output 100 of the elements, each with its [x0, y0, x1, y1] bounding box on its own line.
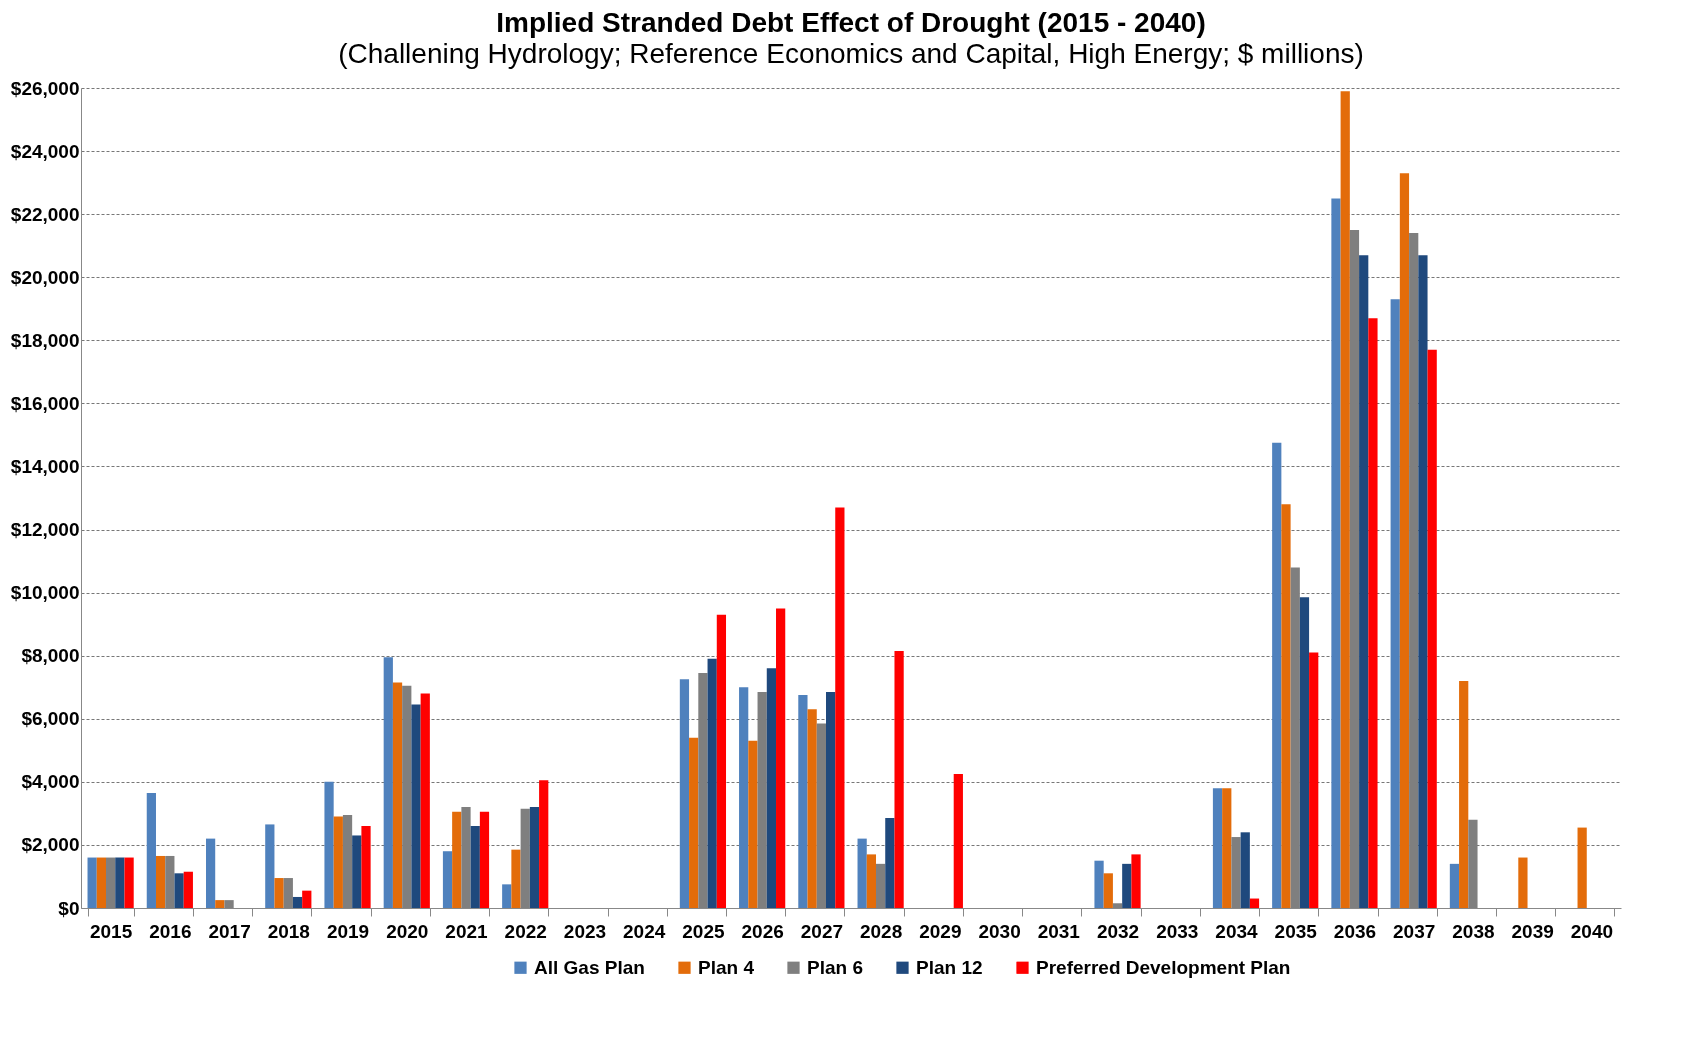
bar [1212, 788, 1223, 908]
bar [383, 657, 393, 908]
bar [1331, 198, 1341, 908]
bar [1359, 255, 1369, 908]
x-tick-label: 2031 [1037, 920, 1081, 942]
x-tick-label: 2039 [1511, 920, 1554, 942]
y-tick-label: $20,000 [10, 266, 80, 288]
bar [707, 658, 717, 908]
y-tick-label: $12,000 [10, 519, 80, 541]
legend-label: Preferred Development Plan [1036, 956, 1291, 978]
bar [679, 679, 690, 908]
x-tick-label: 2038 [1452, 920, 1495, 942]
bar [442, 851, 453, 908]
bar [265, 824, 275, 908]
y-tick-label: $18,000 [10, 329, 80, 351]
x-tick-label: 2029 [919, 920, 962, 942]
bar [1368, 318, 1378, 908]
chart-subtitle: (Challening Hydrology; Reference Economics and Capital, High Energy; $ millions) [338, 38, 1364, 69]
legend-label: All Gas Plan [534, 956, 645, 978]
x-tick-label: 2033 [1156, 920, 1199, 942]
bar [739, 687, 749, 908]
bar [1281, 504, 1291, 908]
chart-title: Implied Stranded Debt Effect of Drought (2015 - 2040) [496, 7, 1206, 38]
bar [689, 737, 699, 908]
bar [420, 693, 430, 908]
x-tick-label: 2036 [1333, 920, 1377, 942]
bar [1340, 91, 1350, 908]
y-tick-label: $10,000 [10, 582, 80, 604]
bar [183, 871, 193, 908]
x-tick-label: 2018 [267, 920, 310, 942]
bar [1249, 898, 1260, 908]
bar [124, 857, 134, 908]
bar [716, 614, 727, 908]
bar [894, 650, 904, 908]
bar [748, 740, 758, 908]
bar [866, 854, 876, 908]
bar [1299, 597, 1310, 908]
bar [885, 818, 895, 908]
bar [807, 709, 817, 908]
x-tick-label: 2024 [623, 920, 666, 942]
bar [1103, 873, 1113, 908]
x-tick-label: 2032 [1096, 920, 1140, 942]
bar [1272, 442, 1282, 908]
bar [776, 608, 786, 908]
bar [857, 838, 867, 908]
bar [1399, 173, 1410, 908]
y-tick-label: $22,000 [10, 203, 80, 225]
bar [87, 857, 97, 908]
bar [826, 691, 836, 908]
x-tick-label: 2023 [563, 920, 607, 942]
bar [1309, 652, 1319, 908]
bar [1577, 827, 1587, 908]
bar [174, 873, 184, 908]
x-tick-label: 2020 [386, 920, 429, 942]
bar [1449, 863, 1460, 908]
x-tick-label: 2026 [741, 920, 784, 942]
x-tick-label: 2015 [89, 920, 133, 942]
x-tick-label: 2016 [149, 920, 192, 942]
legend-label: Plan 12 [916, 956, 983, 978]
legend-label: Plan 4 [698, 956, 755, 978]
bar [502, 884, 512, 908]
x-tick-label: 2037 [1393, 920, 1436, 942]
bar [1094, 860, 1104, 908]
bar [1390, 299, 1400, 908]
bar [274, 878, 284, 908]
bar [529, 807, 540, 908]
y-tick-label: $4,000 [21, 771, 80, 793]
x-tick-label: 2035 [1274, 920, 1318, 942]
y-tick-label: $14,000 [10, 455, 80, 477]
bar [470, 826, 480, 908]
bar [539, 780, 549, 908]
bar [479, 811, 490, 908]
x-tick-label: 2030 [978, 920, 1021, 942]
bar [292, 896, 303, 908]
x-tick-label: 2034 [1215, 920, 1259, 942]
bar [953, 773, 963, 908]
bar [115, 857, 125, 908]
bar [146, 792, 156, 908]
bar [1122, 863, 1132, 908]
bar [1240, 832, 1250, 908]
x-tick-label: 2022 [504, 920, 547, 942]
bar [452, 811, 462, 908]
y-tick-label: $6,000 [21, 708, 80, 730]
x-tick-label: 2028 [859, 920, 903, 942]
bar [205, 838, 216, 908]
x-tick-label: 2019 [326, 920, 370, 942]
bar [215, 900, 225, 908]
x-tick-label: 2040 [1570, 920, 1614, 942]
bar [835, 507, 845, 908]
x-tick-label: 2017 [208, 920, 251, 942]
y-tick-label: $8,000 [21, 645, 80, 667]
bar [411, 704, 421, 908]
y-tick-label: $0 [58, 897, 80, 919]
bar [302, 890, 312, 908]
x-tick-label: 2021 [445, 920, 489, 942]
bar [155, 855, 166, 908]
legend-label: Plan 6 [807, 956, 863, 978]
bar [511, 849, 521, 908]
bar [324, 781, 334, 908]
y-tick-label: $2,000 [21, 834, 80, 856]
